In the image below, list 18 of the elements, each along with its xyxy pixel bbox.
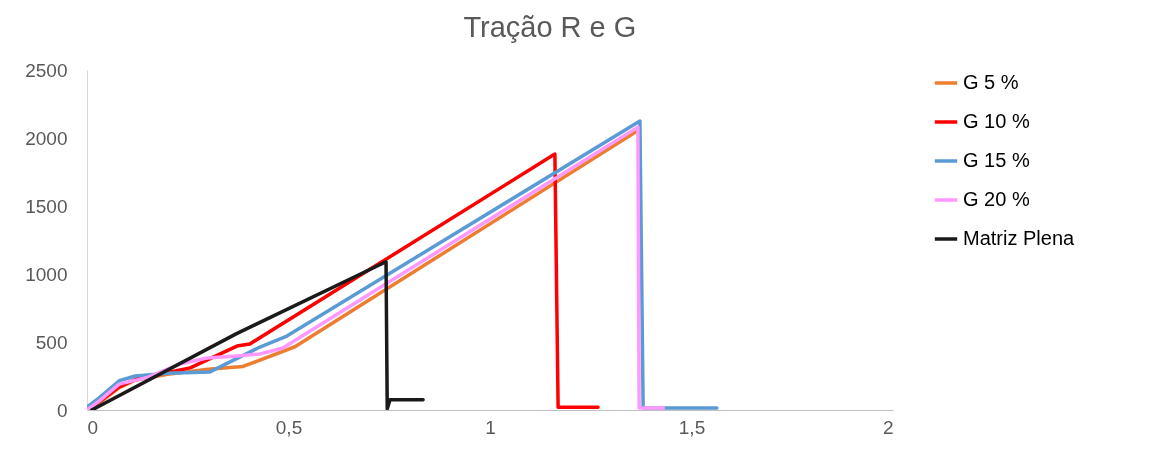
- y-tick-label: 2000: [25, 127, 68, 149]
- legend-label: G 5 %: [963, 71, 1019, 93]
- x-tick-label: 1,5: [678, 416, 706, 438]
- legend-label: Matriz Plena: [963, 227, 1076, 249]
- y-tick-label: 1500: [25, 195, 68, 217]
- y-tick-label: 0: [56, 399, 68, 421]
- y-tick-label: 2500: [25, 59, 68, 81]
- chart-title: Tração R e G: [463, 11, 637, 43]
- x-tick-label: 0: [87, 416, 99, 438]
- legend-label: G 20 %: [963, 188, 1030, 210]
- x-tick-label: 2: [882, 416, 894, 438]
- legend-label: G 15 %: [963, 149, 1030, 171]
- y-tick-label: 1000: [25, 263, 68, 285]
- y-tick-label: 500: [35, 331, 68, 353]
- legend-label: G 10 %: [963, 110, 1030, 132]
- line-series: [90, 260, 425, 410]
- x-tick-label: 0,5: [275, 416, 303, 438]
- x-tick-label: 1: [485, 416, 496, 438]
